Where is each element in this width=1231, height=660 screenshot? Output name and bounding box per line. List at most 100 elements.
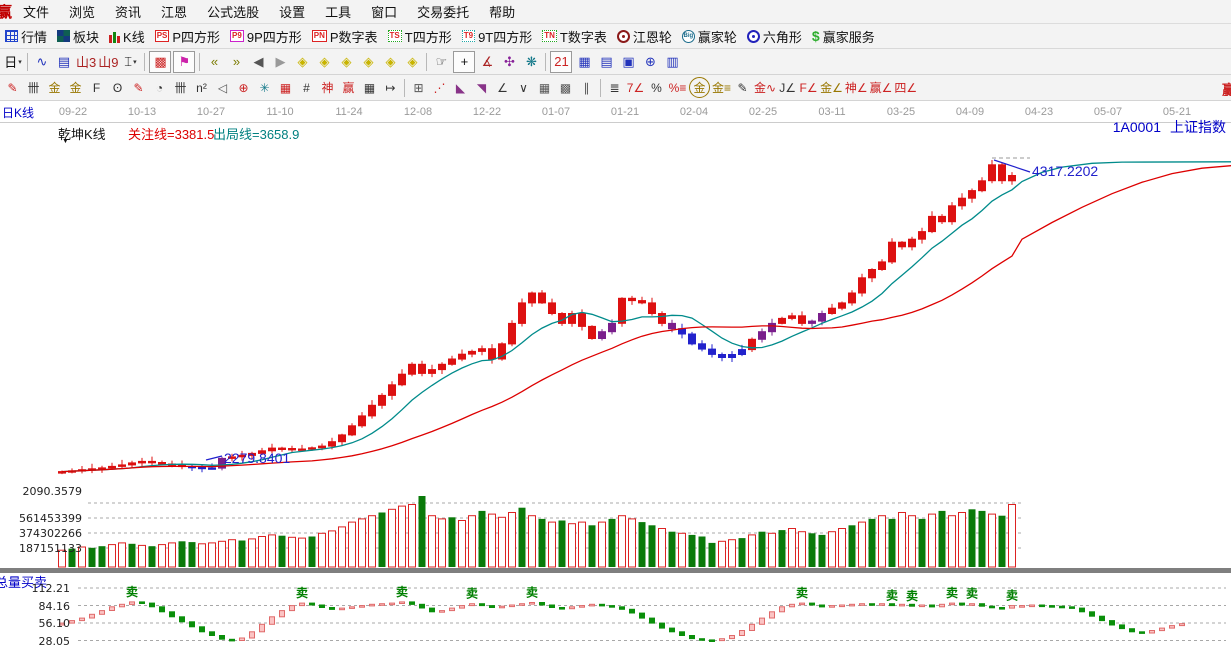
- fibo-grid-tool[interactable]: F: [92, 80, 101, 95]
- info-panel-button[interactable]: ▤: [57, 53, 71, 69]
- hexagon-icon: [746, 29, 760, 43]
- bars-9-button[interactable]: 山9: [98, 55, 119, 70]
- sectors-button[interactable]: 板块: [57, 27, 99, 46]
- mini-kline-tool[interactable]: #: [303, 80, 310, 95]
- gold-ratio2-tool[interactable]: 金: [69, 81, 82, 95]
- seven-angle-tool[interactable]: 7∠: [626, 80, 645, 95]
- menu-item-7[interactable]: 工具: [325, 5, 352, 20]
- menu-item-6[interactable]: 设置: [279, 5, 306, 20]
- angle-measure-button[interactable]: ∡: [481, 53, 494, 69]
- ying-grid-tool[interactable]: 赢: [342, 81, 355, 95]
- p9-square-button[interactable]: P9 9P四方形: [230, 27, 302, 46]
- period-day-button[interactable]: 日 ▾: [4, 55, 22, 70]
- crosshair-tool-button[interactable]: +: [453, 50, 476, 73]
- hexagon-button[interactable]: 六角形: [746, 27, 802, 46]
- kline-type-caret-icon[interactable]: ▼: [62, 138, 69, 145]
- angle-lines-tool[interactable]: ∠: [497, 80, 508, 95]
- kline-chart-canvas[interactable]: 卖卖卖卖卖卖卖卖卖卖卖: [0, 101, 1231, 660]
- prev-bar-button[interactable]: ◀: [253, 53, 264, 69]
- dense-grid2-tool[interactable]: ▩: [559, 80, 572, 95]
- red-grid-tool[interactable]: ▦: [279, 80, 292, 95]
- menu-item-3[interactable]: 资讯: [115, 5, 142, 20]
- fan-lines-tool[interactable]: ⋰: [433, 80, 446, 95]
- fan-box2-tool[interactable]: ◥: [476, 80, 487, 95]
- calendar-button[interactable]: 21: [550, 50, 573, 73]
- measure-arrow-tool[interactable]: ↦: [385, 80, 396, 95]
- diamond-nav-right-button[interactable]: ◈: [319, 53, 330, 69]
- tally-tool[interactable]: 卌: [174, 81, 187, 95]
- brush-tool[interactable]: ✎: [7, 80, 18, 95]
- diamond-nav-down-button[interactable]: ◈: [363, 53, 374, 69]
- menu-item-8[interactable]: 窗口: [371, 5, 398, 20]
- print-button[interactable]: ▥: [666, 53, 679, 69]
- next-bar-button[interactable]: ▶: [275, 53, 286, 69]
- square-n2-tool[interactable]: n²: [196, 80, 207, 95]
- chart-overlay-button[interactable]: ∿: [36, 53, 48, 69]
- winner-service-button[interactable]: $ 赢家服务: [812, 27, 875, 46]
- colored-chart-button[interactable]: ⚑: [173, 50, 196, 73]
- diamond-shrink-button[interactable]: ◈: [407, 53, 418, 69]
- grid-count-tool[interactable]: 卌: [27, 81, 40, 95]
- gann-wheel-button[interactable]: 江恩轮: [616, 27, 672, 46]
- shen-angle-tool[interactable]: 神∠: [844, 81, 868, 95]
- gold-lines-tool[interactable]: 金≡: [712, 81, 732, 95]
- notepad-button[interactable]: ▤: [600, 53, 613, 69]
- box-extend-tool[interactable]: ⊞: [413, 80, 424, 95]
- triangle-tool[interactable]: ◁: [217, 80, 228, 95]
- diamond-expand-button[interactable]: ◈: [385, 53, 396, 69]
- v-lines-tool[interactable]: ∨: [519, 80, 528, 95]
- cycle-tool[interactable]: ◔: [155, 80, 164, 95]
- calculator-button[interactable]: ▦: [578, 53, 591, 69]
- hand-tool-button[interactable]: ☞: [435, 53, 448, 69]
- fan-box-tool[interactable]: ◣: [455, 80, 466, 95]
- mark-pen-tool[interactable]: ✎: [133, 80, 144, 95]
- t9-square-button[interactable]: T9 9T四方形: [461, 27, 532, 46]
- diamond-nav-left-button[interactable]: ◈: [297, 53, 308, 69]
- gold-ratio-tool[interactable]: 金: [48, 81, 61, 95]
- kline-button[interactable]: K线: [109, 27, 145, 46]
- save-image-button[interactable]: ▣: [622, 53, 635, 69]
- quotes-button[interactable]: 行情: [5, 27, 47, 46]
- gann-shape-button[interactable]: ✣: [504, 53, 515, 69]
- p-square-button[interactable]: PS P四方形: [154, 27, 220, 46]
- last-bar-button[interactable]: »: [232, 54, 241, 69]
- t-square-button[interactable]: TS T四方形: [387, 27, 452, 46]
- gold-wave-tool[interactable]: 金∿: [754, 81, 777, 95]
- ying-angle-tool[interactable]: 赢∠: [869, 81, 893, 95]
- spiral-tool[interactable]: ʘ: [112, 80, 123, 95]
- panel-separator[interactable]: [0, 568, 1231, 573]
- gold-angle-tool[interactable]: 金∠: [820, 81, 843, 95]
- target-circle-tool[interactable]: ⊕: [238, 80, 249, 95]
- pattern-grid-button[interactable]: ▩: [149, 50, 172, 73]
- parallel-lines-tool[interactable]: ∥: [583, 80, 590, 95]
- level-lines-tool[interactable]: ≣: [609, 80, 620, 95]
- menu-item-5[interactable]: 公式选股: [207, 5, 260, 20]
- si-angle-tool[interactable]: 四∠: [894, 81, 918, 95]
- clipped-tool-icon[interactable]: 赢: [1222, 82, 1231, 96]
- gold-circle-tool[interactable]: 金: [689, 77, 710, 98]
- first-bar-button[interactable]: «: [210, 54, 219, 69]
- star-burst-tool[interactable]: ✳: [259, 80, 270, 95]
- web-sync-button[interactable]: ⊕: [645, 53, 656, 69]
- percent-lines-tool[interactable]: %≡: [668, 80, 687, 95]
- smart-analysis-button[interactable]: ❋: [526, 53, 537, 69]
- j-angle-tool[interactable]: J∠: [779, 80, 796, 95]
- menu-item-10[interactable]: 帮助: [489, 5, 516, 20]
- menu-item-9[interactable]: 交易委托: [417, 5, 470, 20]
- winner-wheel-button[interactable]: Big 赢家轮: [681, 27, 737, 46]
- diamond-nav-up-button[interactable]: ◈: [341, 53, 352, 69]
- f-angle-tool[interactable]: F∠: [799, 80, 818, 95]
- menu-item-2[interactable]: 浏览: [69, 5, 96, 20]
- ruler-pen-tool[interactable]: ✎: [737, 80, 748, 95]
- menu-item-1[interactable]: 文件: [23, 5, 50, 20]
- percent-tool[interactable]: %: [651, 80, 662, 95]
- dense-grid-tool[interactable]: ▦: [538, 80, 551, 95]
- numbered-grid-tool[interactable]: ▦: [363, 80, 376, 95]
- t-number-table-button[interactable]: TN T数字表: [542, 27, 607, 46]
- candle-style-button[interactable]: ⌶ ▾: [124, 53, 137, 69]
- bars-3-button[interactable]: 山3: [76, 55, 97, 70]
- menu-item-4[interactable]: 江恩: [161, 5, 188, 20]
- shen-grid-tool[interactable]: 神: [321, 81, 334, 95]
- p-number-table-button[interactable]: PN P数字表: [311, 27, 378, 46]
- kline-type-selector[interactable]: 乾坤K线: [58, 127, 106, 142]
